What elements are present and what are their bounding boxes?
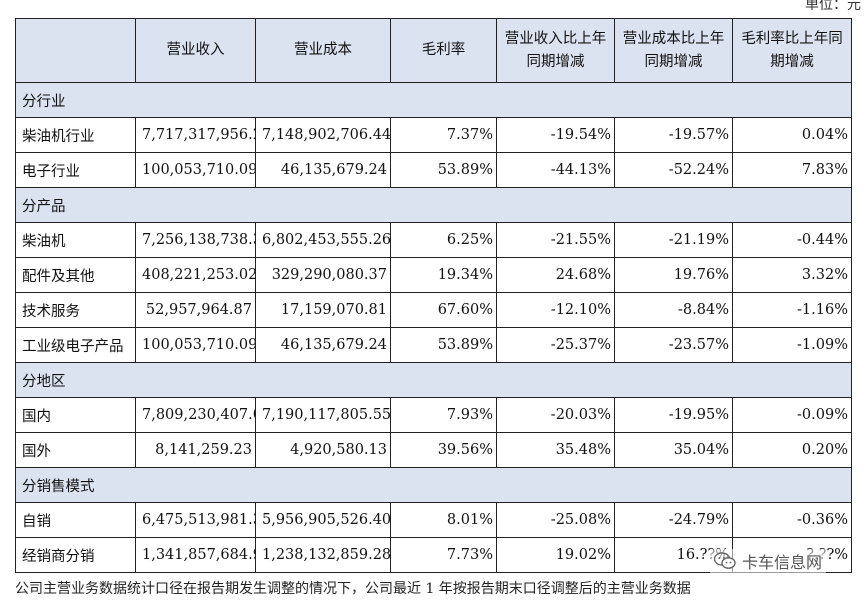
header-cell: 营业成本 xyxy=(255,18,391,83)
row-label: 自销 xyxy=(15,502,136,538)
row-label: 柴油机行业 xyxy=(15,117,136,153)
header-cell: 营业成本比上年同期增减 xyxy=(614,18,733,83)
section-header-row: 分行业 xyxy=(15,82,852,118)
table-row: 柴油机行业7,717,317,956.207,148,902,706.447.3… xyxy=(15,117,852,153)
value-cell: -19.57% xyxy=(614,117,733,153)
value-cell: 46,135,679.24 xyxy=(255,327,391,363)
section-header-row: 分销售模式 xyxy=(15,467,852,503)
table-row: 国外 8,141,259.23 4,920,580.13 39.56% 35.48% 35… xyxy=(15,432,852,468)
value-cell: -20.03% xyxy=(496,397,615,433)
value-cell: 6,475,513,981.32 xyxy=(135,502,256,538)
value-cell: 35.48% xyxy=(496,432,615,468)
section-title: 分行业 xyxy=(15,82,852,118)
value-cell: 19.02% xyxy=(496,537,615,573)
value-cell: -1.09% xyxy=(732,327,852,363)
row-label: 国外 xyxy=(15,432,136,468)
value-cell: 6.25% xyxy=(390,222,497,258)
row-label: 工业级电子产品 xyxy=(15,327,136,363)
table-row: 电子行业 100,053,710.09 46,135,679.24 53.89% -44… xyxy=(15,152,852,188)
value-cell: 7.73% xyxy=(390,537,497,573)
row-label: 经销商分销 xyxy=(15,537,136,573)
value-cell: 7.93% xyxy=(390,397,497,433)
value-cell: 39.56% xyxy=(390,432,497,468)
value-cell: 6,802,453,555.26 xyxy=(255,222,391,258)
watermark: 卡车信息网 xyxy=(710,549,827,573)
value-cell: -19.54% xyxy=(496,117,615,153)
table-row: 工业级电子产品 100,053,710.09 46,135,679.24 53.89%… xyxy=(15,327,852,363)
value-cell: 19.34% xyxy=(390,257,497,293)
row-label: 国内 xyxy=(15,397,136,433)
value-cell: -24.79% xyxy=(614,502,733,538)
section-header-row: 分产品 xyxy=(15,187,852,223)
value-cell: -52.24% xyxy=(614,152,733,188)
value-cell: -19.95% xyxy=(614,397,733,433)
value-cell: 7,717,317,956.20 xyxy=(135,117,256,153)
section-title: 分地区 xyxy=(15,362,852,398)
value-cell: 3.32% xyxy=(732,257,852,293)
value-cell: -44.13% xyxy=(496,152,615,188)
section-title: 分销售模式 xyxy=(15,467,852,503)
value-cell: 4,920,580.13 xyxy=(255,432,391,468)
value-cell: 24.68% xyxy=(496,257,615,293)
revenue-breakdown-table: 营业收入 营业成本 毛利率 营业收入比上年同期增减 营业成本比上年同期增减 毛利率比上年同… xyxy=(15,18,852,573)
header-cell: 营业收入 xyxy=(135,18,256,83)
row-label: 配件及其他 xyxy=(15,257,136,293)
header-cell: 营业收入比上年同期增减 xyxy=(496,18,615,83)
value-cell: 67.60% xyxy=(390,292,497,328)
value-cell: 100,053,710.09 xyxy=(135,152,256,188)
value-cell: 0.04% xyxy=(732,117,852,153)
value-cell: 53.89% xyxy=(390,327,497,363)
value-cell: 329,290,080.37 xyxy=(255,257,391,293)
unit-label: 单位：元 xyxy=(805,0,861,13)
value-cell: -21.19% xyxy=(614,222,733,258)
table-header-row: 营业收入 营业成本 毛利率 营业收入比上年同期增减 营业成本比上年同期增减 毛利率比上年同… xyxy=(15,18,852,83)
table-row: 配件及其他 408,221,253.02 329,290,080.37 19.34% 2… xyxy=(15,257,852,293)
table-row: 自销6,475,513,981.325,956,905,526.408.01%-… xyxy=(15,502,852,538)
row-label: 柴油机 xyxy=(15,222,136,258)
value-cell: 1,341,857,684.97 xyxy=(135,537,256,573)
value-cell: 100,053,710.09 xyxy=(135,327,256,363)
table-row: 国内7,809,230,407.067,190,117,805.557.93%-… xyxy=(15,397,852,433)
value-cell: -1.16% xyxy=(732,292,852,328)
value-cell: 408,221,253.02 xyxy=(135,257,256,293)
watermark-text: 卡车信息网 xyxy=(742,553,823,572)
table-row: 技术服务 52,957,964.87 17,159,070.81 67.60% -12.… xyxy=(15,292,852,328)
value-cell: 1,238,132,859.28 xyxy=(255,537,391,573)
value-cell: 7,148,902,706.44 xyxy=(255,117,391,153)
value-cell: -25.08% xyxy=(496,502,615,538)
value-cell: -0.09% xyxy=(732,397,852,433)
row-label: 技术服务 xyxy=(15,292,136,328)
value-cell: 35.04% xyxy=(614,432,733,468)
value-cell: 0.20% xyxy=(732,432,852,468)
value-cell: 7,256,138,738.31 xyxy=(135,222,256,258)
value-cell: 52,957,964.87 xyxy=(135,292,256,328)
value-cell: 19.76% xyxy=(614,257,733,293)
value-cell: 7.37% xyxy=(390,117,497,153)
value-cell: 53.89% xyxy=(390,152,497,188)
value-cell: 46,135,679.24 xyxy=(255,152,391,188)
value-cell: -0.36% xyxy=(732,502,852,538)
footnote: 公司主营业务数据统计口径在报告期发生调整的情况下，公司最近 1 年按报告期末口径… xyxy=(15,581,691,597)
value-cell: 7.83% xyxy=(732,152,852,188)
section-title: 分产品 xyxy=(15,187,852,223)
value-cell: -23.57% xyxy=(614,327,733,363)
section-header-row: 分地区 xyxy=(15,362,852,398)
value-cell: -8.84% xyxy=(614,292,733,328)
header-cell: 毛利率 xyxy=(390,18,497,83)
value-cell: 8,141,259.23 xyxy=(135,432,256,468)
value-cell: 7,809,230,407.06 xyxy=(135,397,256,433)
value-cell: 17,159,070.81 xyxy=(255,292,391,328)
table-row: 柴油机7,256,138,738.316,802,453,555.266.25%… xyxy=(15,222,852,258)
value-cell: -12.10% xyxy=(496,292,615,328)
value-cell: -25.37% xyxy=(496,327,615,363)
value-cell: -21.55% xyxy=(496,222,615,258)
header-corner-cell xyxy=(15,18,136,83)
value-cell: 7,190,117,805.55 xyxy=(255,397,391,433)
header-cell: 毛利率比上年同期增减 xyxy=(732,18,852,83)
row-label: 电子行业 xyxy=(15,152,136,188)
value-cell: 5,956,905,526.40 xyxy=(255,502,391,538)
value-cell: -0.44% xyxy=(732,222,852,258)
wechat-icon xyxy=(714,552,736,570)
value-cell: 8.01% xyxy=(390,502,497,538)
